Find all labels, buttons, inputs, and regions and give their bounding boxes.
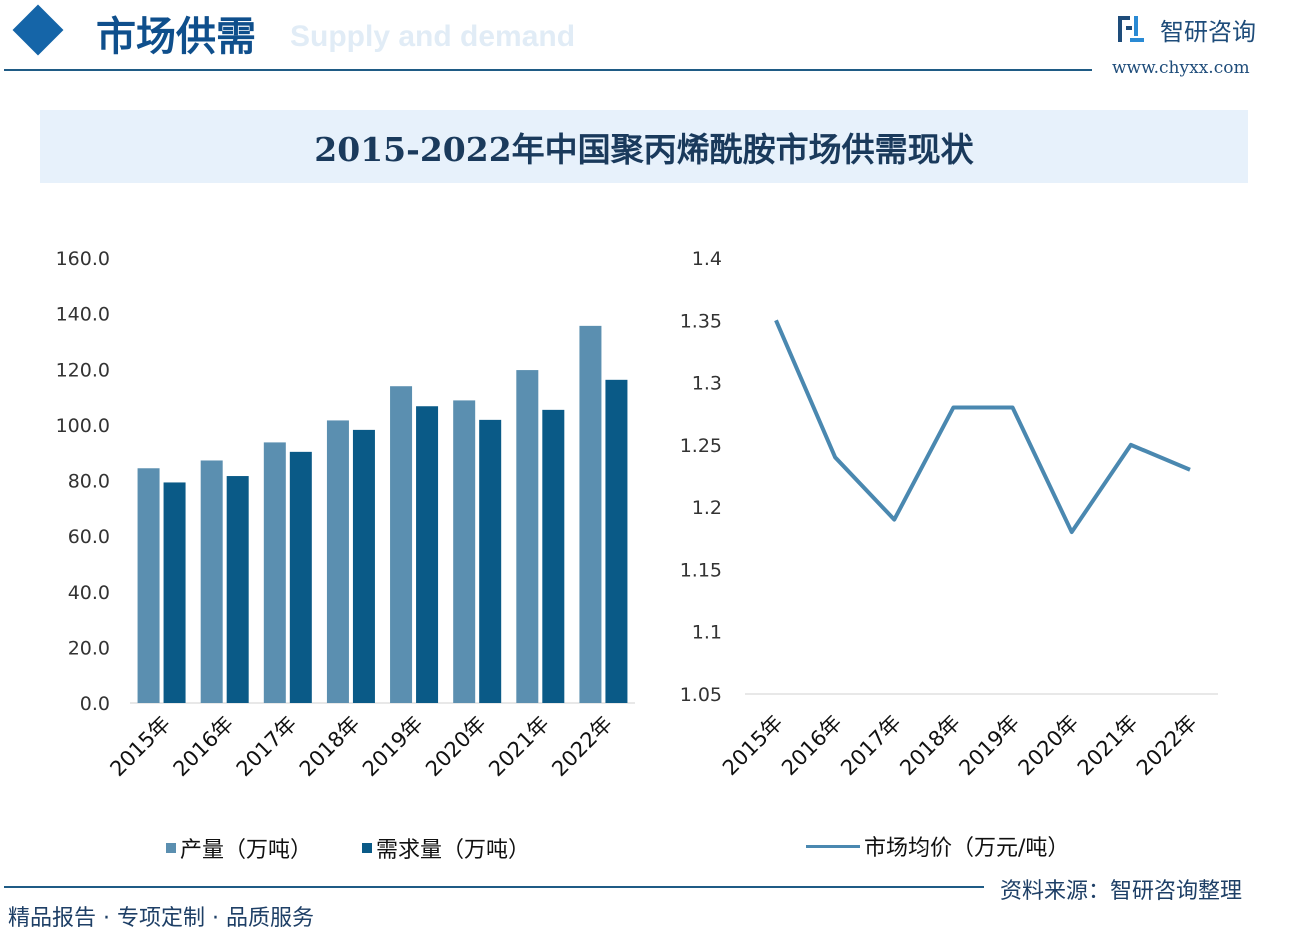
chart-title-band: 2015-2022年中国聚丙烯酰胺市场供需现状: [40, 110, 1248, 183]
x-tick-label: 2019年: [358, 712, 428, 782]
y-tick-label: 1.2: [692, 497, 722, 519]
y-tick-label: 120.0: [56, 359, 110, 381]
bar-demand: [479, 419, 502, 703]
price-line: [774, 319, 1191, 535]
bar-production: [137, 468, 160, 703]
y-tick-label: 1.05: [680, 684, 722, 706]
y-tick-label: 1.25: [680, 435, 722, 457]
x-tick-label: 2021年: [484, 712, 554, 782]
footer-slogan: 精品报告 · 专项定制 · 品质服务: [8, 906, 314, 931]
header-subtitle: Supply and demand: [290, 20, 576, 53]
y-tick-label: 80.0: [68, 471, 110, 493]
logo-icon: [1118, 16, 1144, 42]
x-tick-label: 2016年: [169, 712, 239, 782]
footer-source: 资料来源：智研咨询整理: [1000, 879, 1243, 904]
legend-label: 市场均价（万元/吨）: [864, 836, 1070, 861]
y-tick-label: 160.0: [56, 248, 110, 270]
x-tick-label: 2018年: [295, 712, 365, 782]
x-tick-label: 2022年: [1132, 711, 1202, 781]
y-tick-label: 1.1: [692, 622, 722, 644]
bar-demand: [605, 379, 628, 703]
legend-swatch-demand: [362, 843, 372, 853]
legend-production: 产量（万吨）: [166, 832, 312, 864]
y-tick-label: 100.0: [56, 415, 110, 437]
bar-demand: [542, 409, 565, 703]
x-tick-label: 2017年: [836, 711, 906, 781]
y-tick-label: 1.4: [692, 248, 722, 270]
x-tick-label: 2015年: [105, 712, 175, 782]
x-tick-label: 2017年: [232, 712, 302, 782]
footer-divider: [4, 886, 984, 888]
chart-title: 2015-2022年中国聚丙烯酰胺市场供需现状: [314, 129, 974, 169]
y-tick-label: 140.0: [56, 304, 110, 326]
legend-swatch-production: [166, 843, 176, 853]
legend-demand: 需求量（万吨）: [362, 832, 530, 864]
y-tick-label: 40.0: [68, 582, 110, 604]
legend-label: 产量（万吨）: [180, 838, 313, 863]
header-divider: [4, 69, 1092, 71]
bar-production: [263, 442, 286, 703]
y-tick-label: 1.3: [692, 373, 722, 395]
x-tick-label: 2020年: [421, 712, 491, 782]
legend-line-price: [806, 844, 860, 848]
bar-production: [516, 370, 539, 703]
bar-demand: [352, 429, 375, 703]
bar-demand: [289, 451, 312, 703]
x-tick-label: 2016年: [777, 711, 847, 781]
bar-demand: [416, 406, 439, 703]
bar-production: [200, 460, 223, 703]
legend-label: 需求量（万吨）: [376, 838, 531, 863]
legend-price: 市场均价（万元/吨）: [806, 830, 1069, 862]
bar-demand: [226, 476, 249, 703]
logo-url[interactable]: www.chyxx.com: [1112, 58, 1250, 78]
y-tick-label: 60.0: [68, 526, 110, 548]
x-tick-label: 2022年: [547, 712, 617, 782]
y-tick-label: 1.35: [680, 310, 722, 332]
y-tick-label: 1.15: [680, 559, 722, 581]
bar-production: [579, 325, 602, 703]
x-tick-label: 2018年: [895, 711, 965, 781]
x-tick-label: 2020年: [1014, 711, 1084, 781]
y-tick-label: 0.0: [80, 693, 110, 715]
x-tick-label: 2019年: [954, 711, 1024, 781]
bar-production: [390, 386, 413, 703]
x-tick-label: 2021年: [1073, 711, 1143, 781]
logo-text: 智研咨询: [1160, 18, 1256, 46]
bar-production: [326, 420, 349, 703]
x-tick-label: 2015年: [718, 711, 788, 781]
y-tick-label: 20.0: [68, 637, 110, 659]
bar-demand: [163, 482, 186, 703]
bar-production: [453, 400, 476, 703]
header-title: 市场供需: [96, 13, 256, 60]
